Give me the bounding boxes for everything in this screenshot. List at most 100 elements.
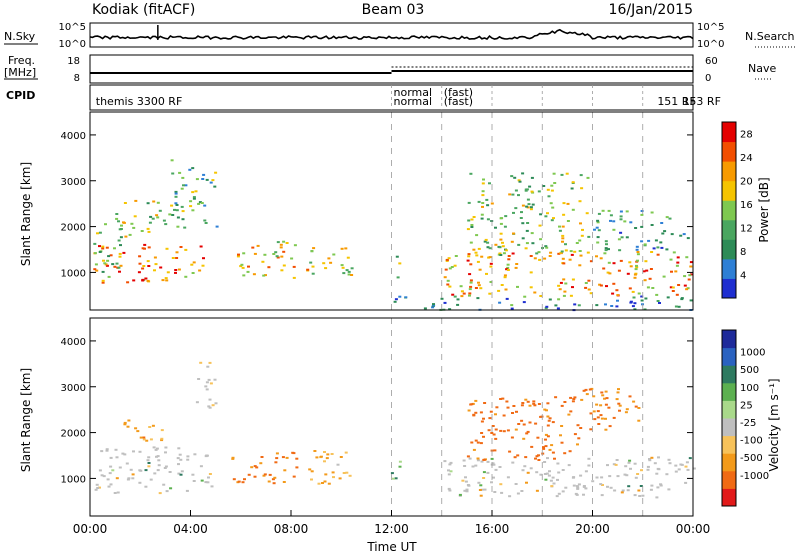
power-cell xyxy=(263,253,267,256)
power-cell xyxy=(482,178,485,181)
power-cell xyxy=(165,247,169,250)
power-cell xyxy=(539,238,543,241)
power-cell xyxy=(584,286,588,289)
velocity-cell xyxy=(115,456,119,459)
velocity-cell xyxy=(665,473,669,476)
velocity-cell xyxy=(520,419,524,422)
power-cell xyxy=(619,231,623,234)
power-cell xyxy=(506,263,510,266)
power-cell xyxy=(512,232,515,235)
velocity-cell xyxy=(206,365,210,368)
power-cell xyxy=(605,285,608,288)
velocity-cell xyxy=(476,459,480,462)
freq-label-2: [MHz] xyxy=(4,66,36,79)
velocity-colorbar: 1000 500 100 25 -25 -100 -500 -1000 Velocity [m… xyxy=(721,329,781,507)
power-cell xyxy=(396,276,400,279)
power-cell xyxy=(256,244,260,247)
power-cell xyxy=(122,251,126,254)
power-cell xyxy=(501,241,504,244)
power-cell xyxy=(181,176,185,179)
power-cell xyxy=(595,255,598,258)
velocity-cell xyxy=(466,484,470,486)
power-cell xyxy=(562,294,566,297)
nave-tick-top: 60 xyxy=(705,56,718,67)
velocity-cell xyxy=(532,402,536,405)
velocity-cell xyxy=(573,396,577,399)
velocity-cell xyxy=(528,421,532,424)
power-cell xyxy=(205,178,209,181)
velocity-cell xyxy=(148,426,152,428)
nsearch-tick-top: 10^5 xyxy=(697,22,724,33)
velocity-cell xyxy=(208,473,212,475)
velocity-cell xyxy=(592,410,596,413)
velocity-cell xyxy=(208,406,212,409)
power-cell xyxy=(564,243,567,246)
power-cell xyxy=(510,304,514,307)
velocity-colorbar-swatch xyxy=(722,418,736,437)
power-cell xyxy=(292,276,296,279)
power-cell xyxy=(683,284,687,287)
power-colorbar-swatch xyxy=(722,180,736,201)
velocity-colorbar-tick: -500 xyxy=(740,453,763,464)
power-cell xyxy=(456,298,460,301)
power-cell xyxy=(191,209,195,212)
power-cell xyxy=(474,251,478,254)
power-cell xyxy=(198,201,202,204)
velocity-cell xyxy=(612,463,616,466)
velocity-echoes xyxy=(94,361,696,499)
power-cell xyxy=(612,282,616,285)
power-cpid-lines xyxy=(391,112,644,310)
power-cell xyxy=(197,202,201,205)
velocity-cell xyxy=(596,416,600,419)
power-cell xyxy=(606,271,610,274)
velocity-cell xyxy=(508,450,512,453)
velocity-cell xyxy=(514,483,518,485)
power-cell xyxy=(669,286,673,289)
power-cell xyxy=(132,226,136,229)
power-cell xyxy=(480,217,484,220)
velocity-cell xyxy=(142,436,146,439)
power-cell xyxy=(102,259,105,262)
velocity-colorbar-swatch xyxy=(722,347,736,366)
power-cell xyxy=(306,268,310,271)
velocity-cell xyxy=(115,477,119,480)
velocity-panel: 1000 2000 3000 4000 Slant Range [km] xyxy=(19,317,696,517)
velocity-cell xyxy=(535,455,539,458)
power-cell xyxy=(561,240,564,243)
power-cell xyxy=(470,224,474,226)
power-cell xyxy=(559,281,563,284)
velocity-cell xyxy=(468,457,472,460)
power-cell xyxy=(170,204,174,207)
power-cell xyxy=(505,297,509,300)
power-cell xyxy=(655,293,659,296)
power-cell xyxy=(499,222,503,225)
y-tick-label: 4000 xyxy=(61,131,86,142)
power-colorbar-tick: 24 xyxy=(740,153,753,164)
power-cell xyxy=(146,279,150,282)
power-cell xyxy=(279,246,283,249)
velocity-cell xyxy=(494,437,498,440)
power-cell xyxy=(468,292,472,295)
velocity-cell xyxy=(206,481,210,484)
power-cell xyxy=(498,252,502,255)
power-colorbar-swatch xyxy=(722,239,736,260)
power-cell xyxy=(101,245,105,248)
velocity-cell xyxy=(548,470,551,473)
power-cell xyxy=(609,214,613,217)
velocity-cell xyxy=(667,488,671,491)
power-cell xyxy=(280,269,284,272)
velocity-cell xyxy=(530,445,534,448)
power-cell xyxy=(101,281,105,284)
power-cell xyxy=(677,284,681,286)
velocity-cell xyxy=(469,403,473,406)
velocity-cell xyxy=(483,402,487,404)
power-cell xyxy=(282,240,286,243)
power-cell xyxy=(524,188,528,191)
power-cell xyxy=(652,247,656,250)
velocity-cell xyxy=(524,456,528,459)
power-cell xyxy=(504,288,508,291)
power-cell xyxy=(604,303,607,306)
power-cell xyxy=(113,247,116,250)
power-cell xyxy=(453,264,457,267)
power-colorbar-swatch xyxy=(722,161,736,182)
